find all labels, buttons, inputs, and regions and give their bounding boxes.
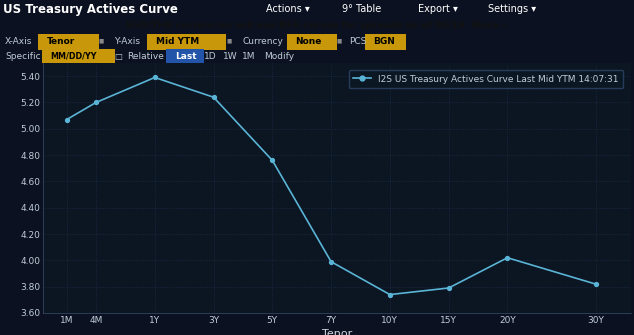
Text: Actions ▾: Actions ▾ xyxy=(266,4,310,14)
Text: ■: ■ xyxy=(226,39,231,44)
FancyBboxPatch shape xyxy=(38,34,99,50)
Text: BGN: BGN xyxy=(373,37,396,46)
Text: 1M: 1M xyxy=(242,52,256,61)
Text: ■: ■ xyxy=(98,39,103,44)
Text: Y-Axis: Y-Axis xyxy=(114,37,140,46)
FancyBboxPatch shape xyxy=(287,34,337,50)
Text: Last: Last xyxy=(176,52,197,61)
FancyBboxPatch shape xyxy=(42,49,115,65)
Text: 1W: 1W xyxy=(223,52,238,61)
Text: Export ▾: Export ▾ xyxy=(418,4,458,14)
Legend: I2S US Treasury Actives Curve Last Mid YTM 14:07:31: I2S US Treasury Actives Curve Last Mid Y… xyxy=(349,70,623,88)
Text: PCS: PCS xyxy=(349,37,366,46)
Text: ■: ■ xyxy=(336,39,341,44)
Text: Currency: Currency xyxy=(242,37,283,46)
Text: Mid YTM: Mid YTM xyxy=(156,37,199,46)
Text: Relative: Relative xyxy=(127,52,164,61)
Text: None: None xyxy=(295,37,322,46)
Text: 1D: 1D xyxy=(204,52,217,61)
Text: 9° Table: 9° Table xyxy=(342,4,382,14)
Text: □: □ xyxy=(114,52,122,61)
Text: Specific: Specific xyxy=(5,52,41,61)
Text: SGD/THB currencies will use RFR curves for spreads as of 06/19. More »: SGD/THB currencies will use RFR curves f… xyxy=(126,21,508,30)
Text: MM/DD/YY: MM/DD/YY xyxy=(51,52,97,61)
FancyBboxPatch shape xyxy=(147,34,226,50)
FancyBboxPatch shape xyxy=(365,34,406,50)
Text: Modify: Modify xyxy=(264,52,295,61)
X-axis label: Tenor: Tenor xyxy=(322,329,352,335)
FancyBboxPatch shape xyxy=(166,49,204,65)
Text: X-Axis: X-Axis xyxy=(5,37,32,46)
Text: US Treasury Actives Curve: US Treasury Actives Curve xyxy=(3,2,178,15)
Text: Settings ▾: Settings ▾ xyxy=(488,4,536,14)
Text: Tenor: Tenor xyxy=(47,37,75,46)
